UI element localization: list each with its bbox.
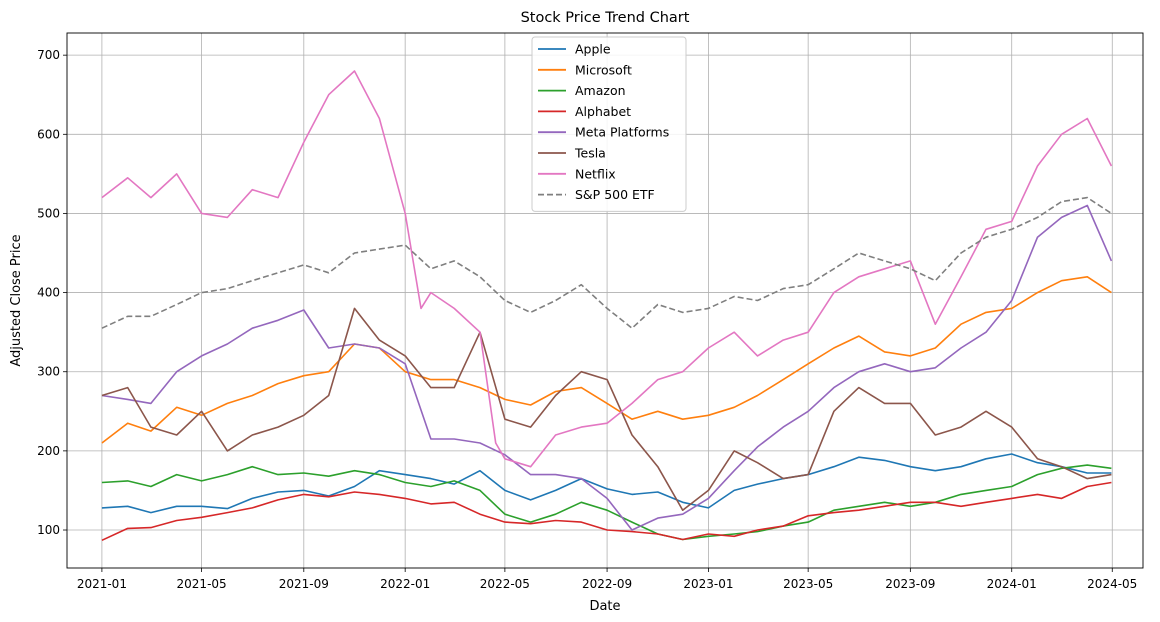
x-tick-label: 2022-01: [380, 577, 430, 591]
series-line-netflix: [101, 70, 1113, 468]
series-line-meta-platforms: [101, 204, 1113, 531]
x-tick-label: 2023-01: [683, 577, 733, 591]
y-tick-label: 600: [37, 127, 60, 141]
x-tick-label: 2024-05: [1087, 577, 1137, 591]
legend-label: Microsoft: [575, 62, 632, 77]
x-tick-label: 2023-05: [783, 577, 833, 591]
plot-area-frame: [66, 32, 1144, 569]
legend-label: Apple: [575, 42, 611, 57]
y-tick-label: 500: [37, 206, 60, 220]
y-tick-label: 400: [37, 286, 60, 300]
chart-title: Stock Price Trend Chart: [521, 10, 690, 26]
series-lines: [101, 70, 1113, 542]
series-line-microsoft: [101, 275, 1112, 444]
x-tick-label: 2021-01: [77, 577, 127, 591]
legend-label: S&P 500 ETF: [575, 187, 655, 202]
legend-label: Alphabet: [575, 104, 631, 119]
series-line-s-p-500-etf: [101, 196, 1112, 330]
series-line-alphabet: [101, 481, 1112, 542]
y-axis-label: Adjusted Close Price: [9, 234, 24, 366]
y-tick-label: 300: [37, 365, 60, 379]
x-tick-label: 2024-01: [987, 577, 1037, 591]
x-tick-label: 2023-09: [885, 577, 935, 591]
axis-ticks: 2021-01 2021-05 2021-09 2022-01 2022-05 2022-…: [37, 48, 1137, 591]
series-line-apple: [101, 453, 1112, 514]
legend-box: [531, 36, 687, 212]
y-tick-label: 200: [37, 444, 60, 458]
series-line-amazon: [101, 464, 1112, 541]
y-tick-label: 700: [37, 48, 60, 62]
x-axis-label: Date: [589, 599, 620, 614]
legend: Apple Microsoft Amazon Alphabet Meta Platfor…: [531, 36, 687, 212]
legend-label: Meta Platforms: [575, 125, 669, 140]
legend-label: Amazon: [575, 83, 626, 98]
x-tick-label: 2022-09: [582, 577, 632, 591]
y-tick-label: 100: [37, 523, 60, 537]
series-line-tesla: [101, 307, 1112, 512]
x-tick-label: 2022-05: [480, 577, 530, 591]
legend-label: Tesla: [574, 146, 606, 161]
legend-label: Netflix: [575, 166, 616, 181]
x-tick-label: 2021-05: [177, 577, 227, 591]
x-tick-label: 2021-09: [279, 577, 329, 591]
